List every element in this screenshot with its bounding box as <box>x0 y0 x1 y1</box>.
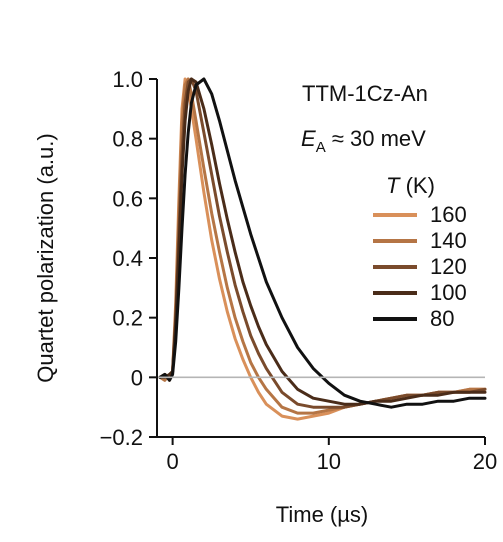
y-tick-label: 1.0 <box>112 67 143 92</box>
y-tick-label: −0.2 <box>100 425 143 450</box>
axes: −0.2 0 0.2 0.4 0.6 0.8 1.0 0 10 20 <box>100 67 498 474</box>
legend-title: T (K) <box>386 173 435 198</box>
x-tick-label: 0 <box>166 449 178 474</box>
annotation-ea-rest: ≈ 30 meV <box>326 126 426 151</box>
legend-label-80: 80 <box>430 306 454 331</box>
y-axis-label: Quartet polarization (a.u.) <box>33 133 58 382</box>
legend-title-unit: (K) <box>399 173 434 198</box>
x-axis-label: Time (µs) <box>276 502 369 527</box>
x-tick-label: 10 <box>317 449 341 474</box>
series-line-100 <box>158 77 487 406</box>
y-tick-label: 0.8 <box>112 127 143 152</box>
y-tick-label: 0.2 <box>112 306 143 331</box>
legend-label-100: 100 <box>430 280 467 305</box>
legend-label-120: 120 <box>430 254 467 279</box>
y-tick-label: 0.6 <box>112 186 143 211</box>
annotation-ea-subscript: A <box>316 139 326 156</box>
y-tick-label: 0.4 <box>112 246 143 271</box>
annotation-compound: TTM-1Cz-An <box>302 81 428 106</box>
legend-label-160: 160 <box>430 202 467 227</box>
y-tick-label: 0 <box>131 365 143 390</box>
annotation-ea-symbol: E <box>301 126 316 151</box>
legend-label-140: 140 <box>430 228 467 253</box>
x-tick-label: 20 <box>473 449 497 474</box>
series-line-80 <box>158 77 487 409</box>
annotation-activation-energy: EA ≈ 30 meV <box>301 126 426 156</box>
legend-title-symbol: T <box>386 173 401 198</box>
plot-lines <box>158 77 487 421</box>
